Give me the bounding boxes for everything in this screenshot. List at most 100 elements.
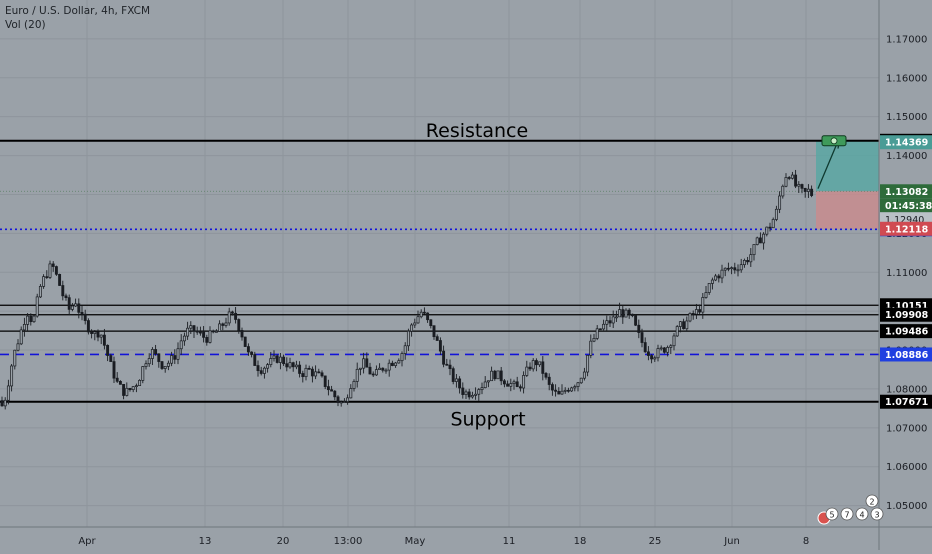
target-arrow <box>817 145 837 189</box>
x-tick-label: Apr <box>78 536 96 547</box>
candle-body <box>768 226 772 229</box>
candle-body <box>368 366 372 375</box>
candle-body <box>640 332 644 343</box>
candle-body <box>189 325 193 329</box>
candle-body <box>422 311 426 314</box>
candle-body <box>410 324 414 332</box>
candle-body <box>659 347 663 350</box>
countdown-bg <box>880 198 932 213</box>
candle-body <box>758 237 762 244</box>
candle-body <box>781 185 785 197</box>
target-price-tag-bg <box>880 135 932 150</box>
candle-body <box>547 376 551 385</box>
candle-body <box>746 260 750 263</box>
candle-body <box>406 330 410 347</box>
candle-body <box>464 391 468 395</box>
candle-body <box>205 337 209 343</box>
stop-price-tag: 1.12118 <box>885 224 929 235</box>
candle-body <box>112 361 116 379</box>
candle-body <box>653 357 657 360</box>
candle-body <box>243 336 247 347</box>
x-tick-label: 18 <box>574 536 587 547</box>
candle-body <box>102 334 106 346</box>
candle-body <box>138 380 142 387</box>
candle-body <box>179 340 183 350</box>
candle-body <box>483 381 487 389</box>
candle-body <box>621 309 625 318</box>
candle-body <box>195 330 199 333</box>
candle-body <box>461 387 465 395</box>
candle-body <box>582 371 586 379</box>
resistance-label: Resistance <box>426 120 528 142</box>
candle-body <box>624 309 628 318</box>
candle-body <box>608 320 612 324</box>
candle-body <box>528 366 532 370</box>
candle-body <box>538 361 542 366</box>
candle-body <box>10 365 14 387</box>
candle-body <box>122 384 126 396</box>
candle-body <box>134 385 138 388</box>
candle-body <box>563 389 567 392</box>
candle-body <box>211 330 215 333</box>
candle-body <box>246 346 250 353</box>
candle-body <box>141 366 145 381</box>
candle-body <box>214 330 218 333</box>
candle-body <box>19 329 23 345</box>
candle-body <box>80 312 84 315</box>
candle-body <box>742 260 746 266</box>
candle-body <box>586 355 590 373</box>
level-price-tag-bg <box>880 307 932 322</box>
candle-body <box>598 328 602 331</box>
candle-body <box>448 364 452 370</box>
candle-body <box>611 316 615 324</box>
candle-body <box>259 370 263 374</box>
candle-body <box>688 313 692 322</box>
y-tick-label: 1.07000 <box>886 423 927 434</box>
candle-body <box>771 219 775 229</box>
event-badge-count: 2 <box>869 498 874 507</box>
candle-body <box>74 303 78 307</box>
candle-body <box>429 319 433 327</box>
candle-body <box>125 387 129 396</box>
candle-body <box>16 343 20 351</box>
candle-body <box>144 363 148 367</box>
candle-body <box>774 208 778 220</box>
candle-body <box>320 372 324 377</box>
y-tick-label: 1.17000 <box>886 34 927 45</box>
candle-body <box>419 311 423 318</box>
volume-indicator-label: Vol (20) <box>5 19 46 31</box>
candle-body <box>166 362 170 367</box>
candle-body <box>726 267 730 270</box>
candle-body <box>451 368 455 382</box>
event-badge <box>855 507 869 521</box>
candle-body <box>221 323 225 326</box>
candle-body <box>192 325 196 332</box>
candle-body <box>509 383 513 387</box>
candle-body <box>755 237 759 245</box>
candle-body <box>83 313 87 321</box>
candle-body <box>237 319 241 331</box>
candle-body <box>371 373 375 376</box>
countdown-label: 01:45:38 <box>885 201 932 212</box>
candle-body <box>99 334 103 338</box>
candle-body <box>355 368 359 382</box>
event-badge-count: 3 <box>874 511 879 520</box>
candle-body <box>186 327 190 337</box>
candle-body <box>474 393 478 396</box>
candle-body <box>499 370 503 382</box>
candle-body <box>51 263 55 267</box>
candle-body <box>634 315 638 326</box>
annotations: Resistance Support <box>426 120 847 431</box>
level-price-tag: 1.09486 <box>885 327 929 338</box>
candle-body <box>234 312 238 320</box>
profit-zone <box>816 141 879 192</box>
candle-body <box>512 381 516 384</box>
position-zones <box>816 141 879 229</box>
candle-body <box>557 390 561 395</box>
candle-body <box>352 381 356 389</box>
candle-body <box>176 348 180 360</box>
candle-body <box>29 315 33 323</box>
